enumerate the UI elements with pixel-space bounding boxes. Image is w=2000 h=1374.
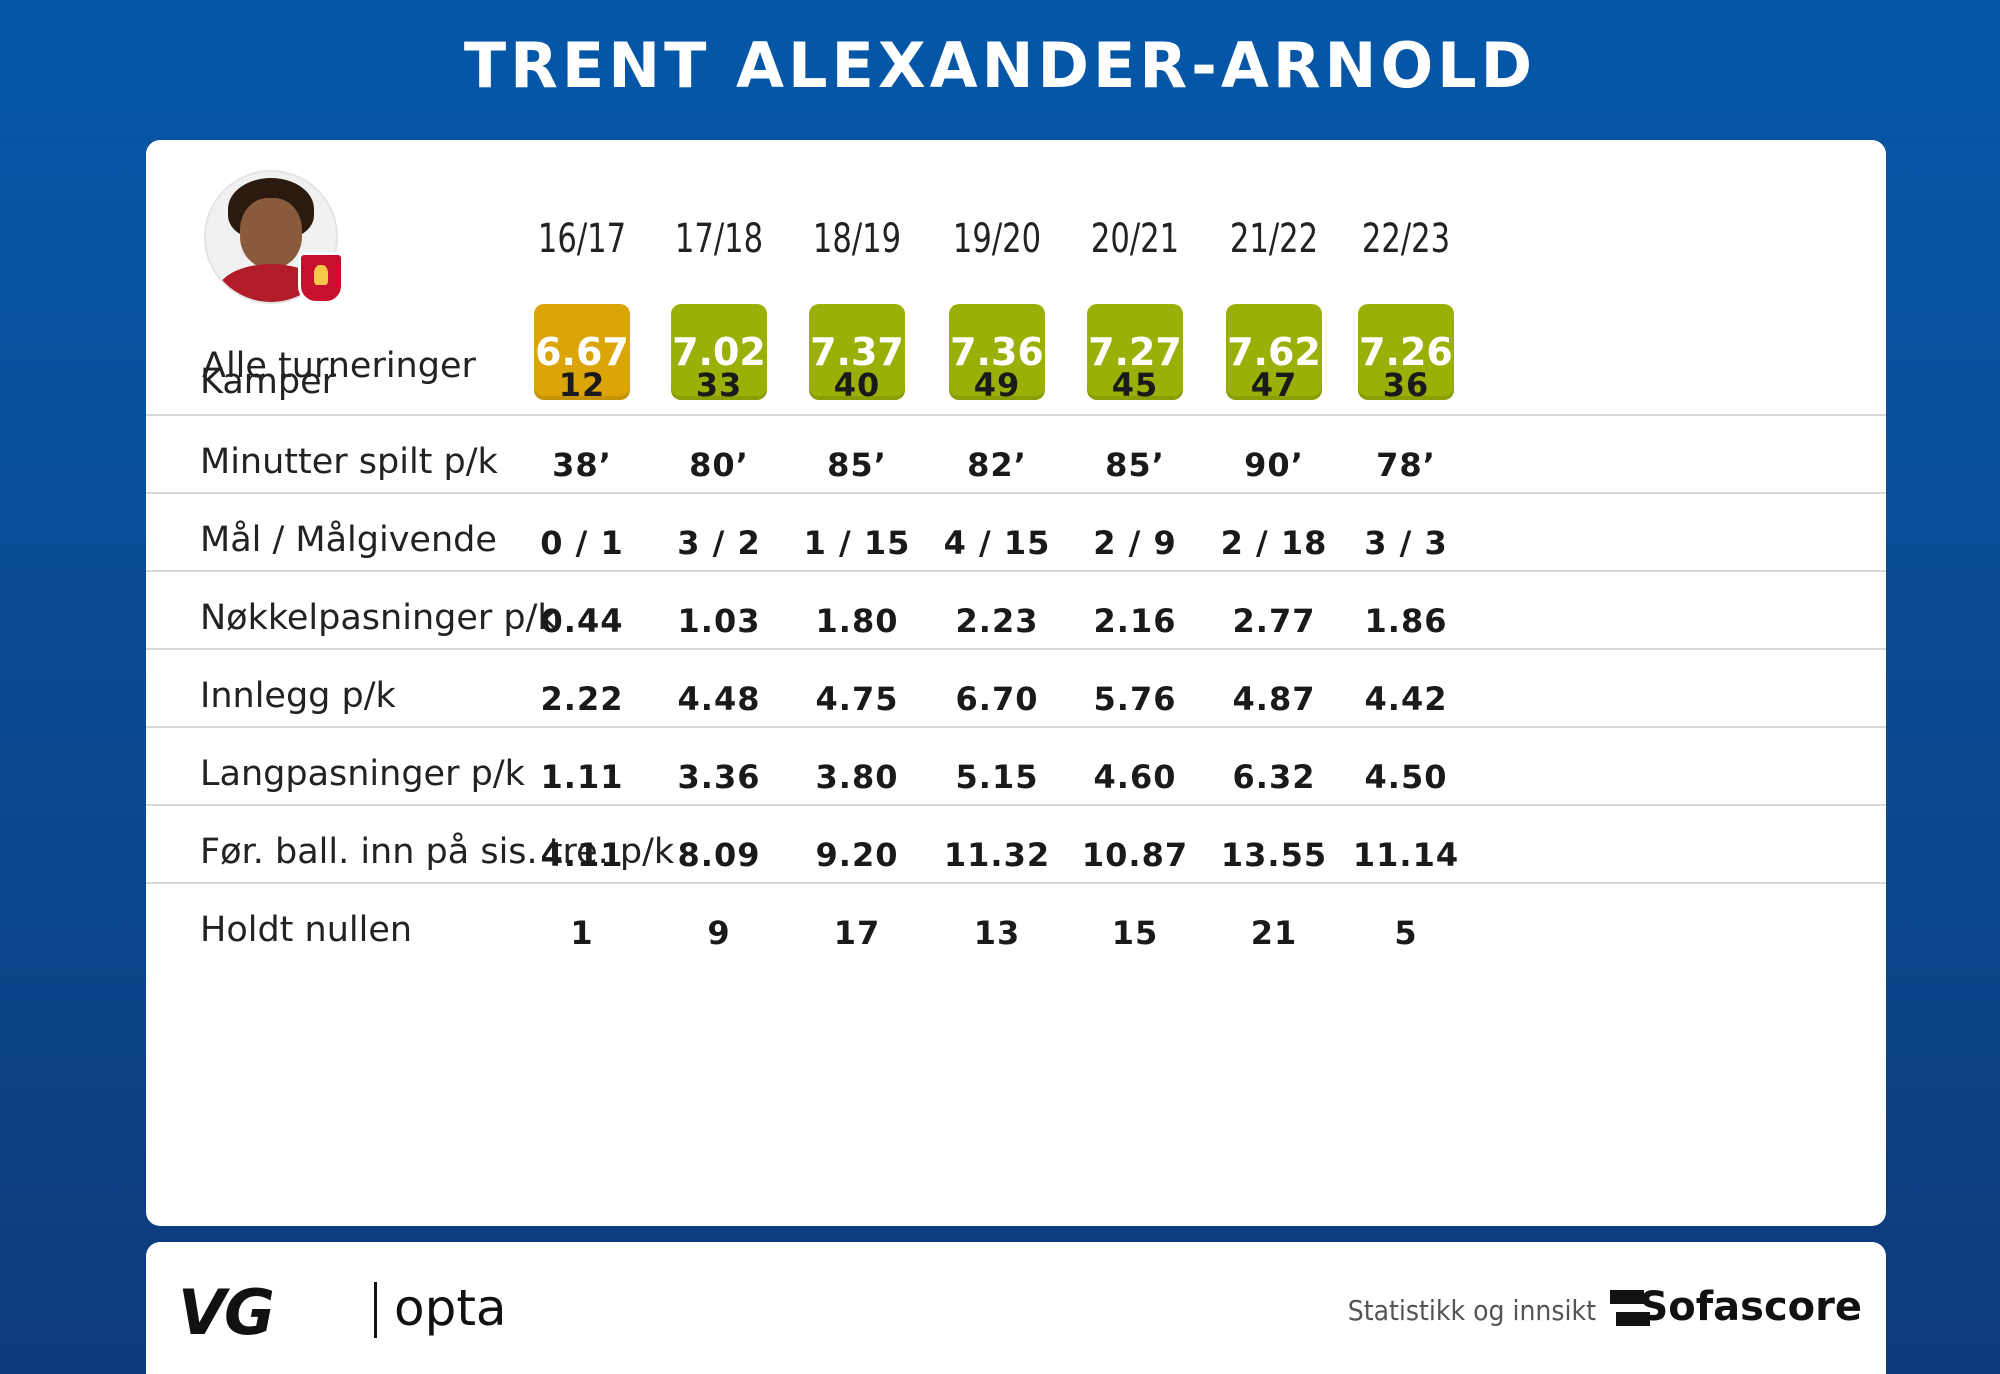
table-row: Nøkkelpasninger p/k 0.44 1.03 1.80 2.23 2.16 2… [146, 570, 1886, 670]
rating-badge: 7.02 [671, 304, 767, 400]
row-label: Innlegg p/k [200, 676, 396, 716]
table-cell: 36 [1382, 366, 1430, 404]
table-cell: 38’ [552, 446, 612, 484]
vg-logo: VG [178, 1276, 275, 1349]
ratings-label: Alle turneringer [202, 346, 476, 386]
table-row: Innlegg p/k 2.22 4.48 4.75 6.70 5.76 4.87 4.42 [146, 648, 1886, 748]
table-cell: 0.44 [540, 602, 624, 640]
table-cell: 2.16 [1093, 602, 1177, 640]
table-cell: 1 [570, 914, 594, 952]
table-cell: 4.42 [1364, 680, 1448, 718]
season-label: 17/18 [674, 216, 764, 262]
season-label: 22/23 [1361, 216, 1451, 262]
table-cell: 5 [1394, 914, 1418, 952]
table-cell: 11.32 [943, 836, 1051, 874]
table-cell: 3.80 [815, 758, 899, 796]
table-cell: 45 [1111, 366, 1159, 404]
table-cell: 49 [973, 366, 1021, 404]
table-cell: 78’ [1376, 446, 1436, 484]
table-cell: 13 [973, 914, 1021, 952]
rating-badge: 6.67 [534, 304, 630, 400]
table-cell: 1.03 [677, 602, 761, 640]
sofascore-logo-icon [1610, 1288, 1650, 1328]
table-cell: 82’ [967, 446, 1027, 484]
table-cell: 4.60 [1093, 758, 1177, 796]
table-cell: 13.55 [1220, 836, 1328, 874]
table-row: Kamper 12 33 40 49 45 47 36 [146, 336, 1886, 434]
table-cell: 2 / 18 [1220, 524, 1328, 562]
table-cell: 85’ [827, 446, 887, 484]
table-cell: 1 / 15 [803, 524, 911, 562]
table-cell: 0 / 1 [540, 524, 624, 562]
season-label: 18/19 [812, 216, 902, 262]
table-cell: 1.11 [540, 758, 624, 796]
table-cell: 90’ [1244, 446, 1304, 484]
page-title: TRENT ALEXANDER-ARNOLD [463, 29, 1537, 102]
table-cell: 1.86 [1364, 602, 1448, 640]
table-cell: 9.20 [815, 836, 899, 874]
table-cell: 3 / 3 [1364, 524, 1448, 562]
table-cell: 11.14 [1352, 836, 1460, 874]
table-cell: 2.22 [540, 680, 624, 718]
table-cell: 17 [833, 914, 881, 952]
table-cell: 6.32 [1232, 758, 1316, 796]
season-label: 20/21 [1090, 216, 1180, 262]
table-cell: 2.23 [955, 602, 1039, 640]
row-label: Nøkkelpasninger p/k [200, 598, 558, 638]
table-cell: 5.76 [1093, 680, 1177, 718]
table-cell: 1.80 [815, 602, 899, 640]
season-label: 21/22 [1229, 216, 1319, 262]
table-cell: 9 [707, 914, 731, 952]
sofascore-logo: Sofascore [1639, 1284, 1862, 1330]
table-cell: 5.15 [955, 758, 1039, 796]
table-cell: 40 [833, 366, 881, 404]
table-cell: 4.87 [1232, 680, 1316, 718]
row-label: Kamper [200, 362, 337, 402]
season-label: 19/20 [952, 216, 1042, 262]
rating-badge: 7.26 [1358, 304, 1454, 400]
table-cell: 8.09 [677, 836, 761, 874]
stat-caption: Statistikk og innsikt [1347, 1294, 1596, 1327]
table-cell: 10.87 [1081, 836, 1189, 874]
table-cell: 85’ [1105, 446, 1165, 484]
row-label: Minutter spilt p/k [200, 442, 498, 482]
table-row: Langpasninger p/k 1.11 3.36 3.80 5.15 4.60 6.3… [146, 726, 1886, 826]
logo-divider [374, 1282, 377, 1338]
row-label: Før. ball. inn på sis. tre. p/k [200, 832, 675, 872]
table-cell: 4 / 15 [943, 524, 1051, 562]
row-label: Langpasninger p/k [200, 754, 525, 794]
liverpool-crest-icon [298, 252, 344, 304]
table-cell: 33 [695, 366, 743, 404]
table-cell: 6.70 [955, 680, 1039, 718]
table-cell: 3.36 [677, 758, 761, 796]
table-cell: 2.77 [1232, 602, 1316, 640]
row-label: Holdt nullen [200, 910, 413, 950]
table-row: Holdt nullen 1 9 17 13 15 21 5 [146, 882, 1886, 982]
rating-badge: 7.27 [1087, 304, 1183, 400]
table-cell: 47 [1250, 366, 1298, 404]
rating-badge: 7.37 [809, 304, 905, 400]
table-cell: 4.50 [1364, 758, 1448, 796]
rating-badge: 7.36 [949, 304, 1045, 400]
table-row: Før. ball. inn på sis. tre. p/k 4.11 8.09 9… [146, 804, 1886, 904]
table-cell: 80’ [689, 446, 749, 484]
table-cell: 4.75 [815, 680, 899, 718]
row-label: Mål / Målgivende [200, 520, 497, 560]
table-row: Mål / Målgivende 0 / 1 3 / 2 1 / 15 4 / 15 2 … [146, 492, 1886, 592]
table-cell: 15 [1111, 914, 1159, 952]
season-label: 16/17 [537, 216, 627, 262]
table-row: Minutter spilt p/k 38’ 80’ 85’ 82’ 85’ 90’ 78’ [146, 414, 1886, 514]
table-cell: 3 / 2 [677, 524, 761, 562]
table-cell: 12 [558, 366, 606, 404]
table-cell: 4.11 [540, 836, 624, 874]
stats-card: 16/17 17/18 18/19 19/20 20/21 21/22 22/23 Alle… [146, 140, 1886, 1226]
footer: VG opta Statistikk og innsikt Sofascore [146, 1242, 1886, 1374]
opta-logo: opta [394, 1279, 507, 1337]
table-cell: 21 [1250, 914, 1298, 952]
rating-badge: 7.62 [1226, 304, 1322, 400]
table-cell: 2 / 9 [1093, 524, 1177, 562]
table-cell: 4.48 [677, 680, 761, 718]
